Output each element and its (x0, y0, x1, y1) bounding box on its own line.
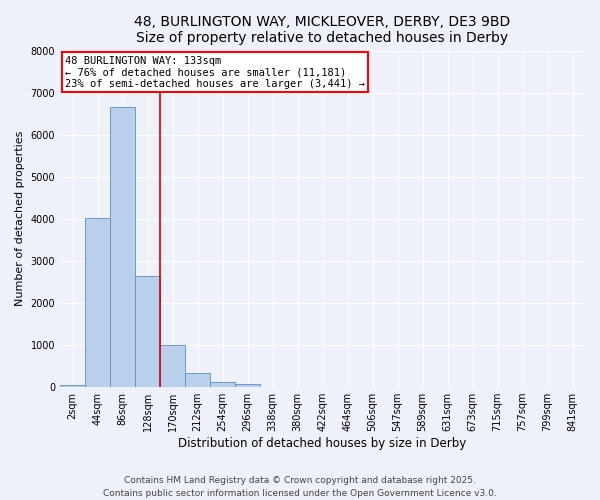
Text: 48 BURLINGTON WAY: 133sqm
← 76% of detached houses are smaller (11,181)
23% of s: 48 BURLINGTON WAY: 133sqm ← 76% of detac… (65, 56, 365, 89)
Bar (135, 276, 160, 387)
Text: Contains HM Land Registry data © Crown copyright and database right 2025.
Contai: Contains HM Land Registry data © Crown c… (103, 476, 497, 498)
Y-axis label: Number of detached properties: Number of detached properties (15, 131, 25, 306)
Title: 48, BURLINGTON WAY, MICKLEOVER, DERBY, DE3 9BD
Size of property relative to deta: 48, BURLINGTON WAY, MICKLEOVER, DERBY, D… (134, 15, 511, 45)
Bar (110, 108, 135, 387)
Bar (60, 385, 85, 387)
Bar (210, 382, 235, 387)
Bar (185, 373, 210, 387)
Bar (85, 218, 110, 387)
Bar (235, 384, 260, 387)
Bar (160, 345, 185, 387)
X-axis label: Distribution of detached houses by size in Derby: Distribution of detached houses by size … (178, 437, 467, 450)
